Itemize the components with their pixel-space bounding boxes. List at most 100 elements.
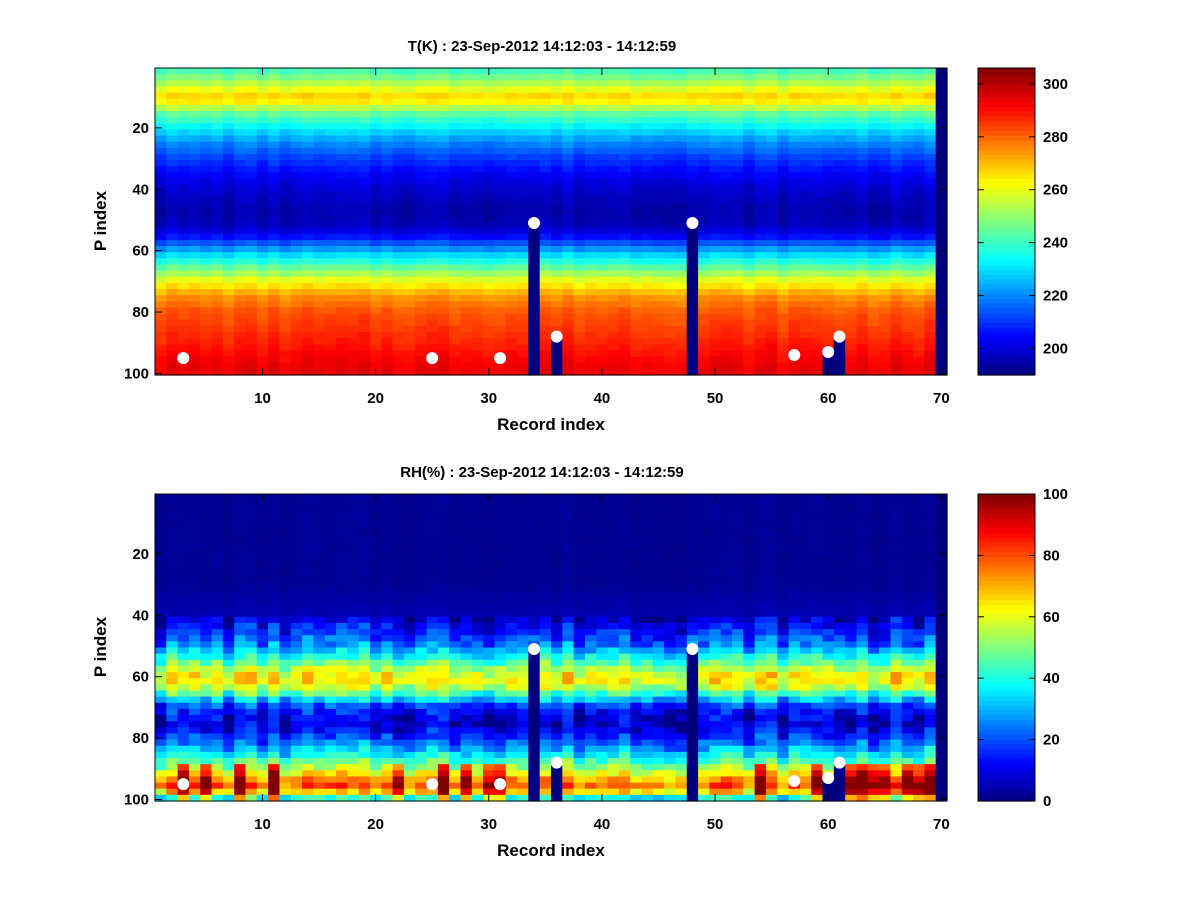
temperature-heatmap-cell bbox=[890, 313, 903, 321]
humidity-heatmap-cell bbox=[437, 530, 450, 538]
humidity-heatmap-cell bbox=[381, 506, 394, 514]
temperature-heatmap-cell bbox=[765, 135, 778, 143]
temperature-heatmap-cell bbox=[155, 68, 167, 75]
temperature-heatmap-cell bbox=[166, 282, 179, 290]
temperature-heatmap-cell bbox=[607, 135, 620, 143]
temperature-heatmap-cell bbox=[596, 301, 609, 309]
temperature-heatmap-cell bbox=[551, 178, 563, 186]
humidity-heatmap-cell bbox=[245, 616, 258, 624]
temperature-heatmap-cell bbox=[279, 209, 292, 216]
temperature-heatmap-cell bbox=[743, 184, 756, 192]
temperature-heatmap-cell bbox=[392, 368, 405, 376]
temperature-heatmap-cell bbox=[313, 319, 326, 327]
temperature-heatmap-cell bbox=[573, 368, 586, 376]
temperature-heatmap-cell bbox=[460, 74, 473, 81]
temperature-heatmap-cell bbox=[686, 74, 699, 81]
temperature-heatmap-cell bbox=[211, 295, 224, 302]
humidity-heatmap-cell bbox=[415, 610, 428, 618]
temperature-heatmap-cell bbox=[324, 368, 337, 376]
temperature-heatmap-cell bbox=[641, 239, 654, 247]
humidity-heatmap-cell bbox=[166, 518, 179, 526]
humidity-heatmap-cell bbox=[302, 629, 314, 636]
temperature-heatmap-column bbox=[879, 68, 892, 376]
temperature-heatmap-cell bbox=[765, 123, 778, 130]
temperature-heatmap-cell bbox=[630, 178, 643, 186]
temperature-heatmap-cell bbox=[879, 319, 892, 327]
temperature-heatmap-cell bbox=[415, 239, 428, 247]
temperature-heatmap-cell bbox=[256, 153, 269, 161]
temperature-heatmap-cell bbox=[302, 172, 314, 180]
humidity-heatmap-cell bbox=[166, 549, 179, 556]
temperature-heatmap-column bbox=[765, 68, 778, 376]
temperature-heatmap-cell bbox=[743, 104, 756, 112]
temperature-heatmap-cell bbox=[256, 117, 269, 124]
temperature-heatmap-cell bbox=[347, 86, 360, 94]
humidity-heatmap-cell bbox=[324, 518, 337, 526]
temperature-heatmap-cell bbox=[460, 141, 473, 149]
temperature-heatmap-cell bbox=[381, 184, 394, 192]
temperature-heatmap-cell bbox=[313, 141, 326, 149]
humidity-heatmap-cell bbox=[437, 494, 450, 501]
temperature-heatmap-cell bbox=[562, 141, 575, 149]
humidity-heatmap-cell bbox=[302, 776, 314, 784]
temperature-heatmap-cell bbox=[234, 338, 247, 345]
temperature-heatmap-cell bbox=[358, 215, 371, 223]
temperature-heatmap-cell bbox=[675, 276, 688, 284]
temperature-heatmap-cell bbox=[743, 68, 756, 75]
temperature-heatmap-cell bbox=[845, 221, 858, 229]
temperature-heatmap-cell bbox=[324, 86, 337, 94]
humidity-heatmap-cell bbox=[166, 727, 179, 735]
temperature-heatmap-cell bbox=[279, 325, 292, 333]
temperature-heatmap-cell bbox=[732, 129, 744, 137]
temperature-heatmap-cell bbox=[415, 282, 428, 290]
humidity-heatmap-cell bbox=[392, 794, 405, 802]
temperature-heatmap-cell bbox=[890, 135, 903, 143]
temperature-heatmap-cell bbox=[562, 147, 575, 155]
humidity-heatmap-cell bbox=[302, 598, 314, 606]
temperature-heatmap-cell bbox=[528, 135, 541, 143]
temperature-heatmap-cell bbox=[222, 153, 235, 161]
temperature-heatmap-cell bbox=[517, 104, 529, 112]
temperature-heatmap-cell bbox=[166, 86, 179, 94]
humidity-heatmap-cell bbox=[234, 524, 247, 532]
temperature-heatmap-cell bbox=[234, 135, 247, 143]
temperature-heatmap-cell bbox=[279, 110, 292, 118]
temperature-heatmap-cell bbox=[279, 123, 292, 130]
temperature-heatmap-cell bbox=[494, 153, 507, 161]
temperature-heatmap-cell bbox=[245, 227, 258, 235]
temperature-heatmap-cell bbox=[245, 332, 258, 339]
temperature-heatmap-cell bbox=[811, 368, 824, 376]
temperature-heatmap-cell bbox=[641, 203, 654, 210]
temperature-heatmap-cell bbox=[403, 344, 416, 352]
humidity-heatmap-cell bbox=[290, 751, 303, 759]
temperature-heatmap-cell bbox=[720, 227, 733, 235]
temperature-heatmap-cell bbox=[698, 147, 710, 155]
temperature-heatmap-cell bbox=[188, 129, 201, 137]
temperature-heatmap-cell bbox=[471, 289, 484, 296]
humidity-heatmap-cell bbox=[392, 672, 405, 679]
humidity-heatmap-cell bbox=[234, 616, 247, 624]
temperature-heatmap-cell bbox=[675, 258, 688, 266]
humidity-heatmap-cell bbox=[392, 549, 405, 556]
temperature-heatmap-cell bbox=[935, 110, 948, 118]
temperature-heatmap-cell bbox=[347, 68, 360, 75]
temperature-heatmap-cell bbox=[777, 368, 790, 376]
temperature-heatmap-cell bbox=[517, 166, 529, 173]
humidity-heatmap-cell bbox=[336, 758, 348, 765]
humidity-heatmap-cell bbox=[369, 739, 382, 747]
humidity-heatmap-cell bbox=[234, 598, 247, 606]
humidity-heatmap-cell bbox=[347, 751, 360, 759]
temperature-heatmap-cell bbox=[596, 196, 609, 204]
temperature-heatmap-cell bbox=[788, 258, 801, 266]
temperature-heatmap-cell bbox=[879, 264, 892, 272]
humidity-heatmap-cell bbox=[324, 622, 337, 630]
humidity-heatmap-cell bbox=[324, 641, 337, 649]
humidity-heatmap-cell bbox=[313, 598, 326, 606]
temperature-heatmap-cell bbox=[777, 258, 790, 266]
temperature-heatmap-cell bbox=[415, 319, 428, 327]
temperature-heatmap-cell bbox=[222, 338, 235, 345]
temperature-heatmap-cell bbox=[392, 276, 405, 284]
temperature-heatmap-cell bbox=[539, 80, 552, 88]
temperature-heatmap-cell bbox=[584, 246, 597, 253]
temperature-heatmap-cell bbox=[799, 141, 812, 149]
